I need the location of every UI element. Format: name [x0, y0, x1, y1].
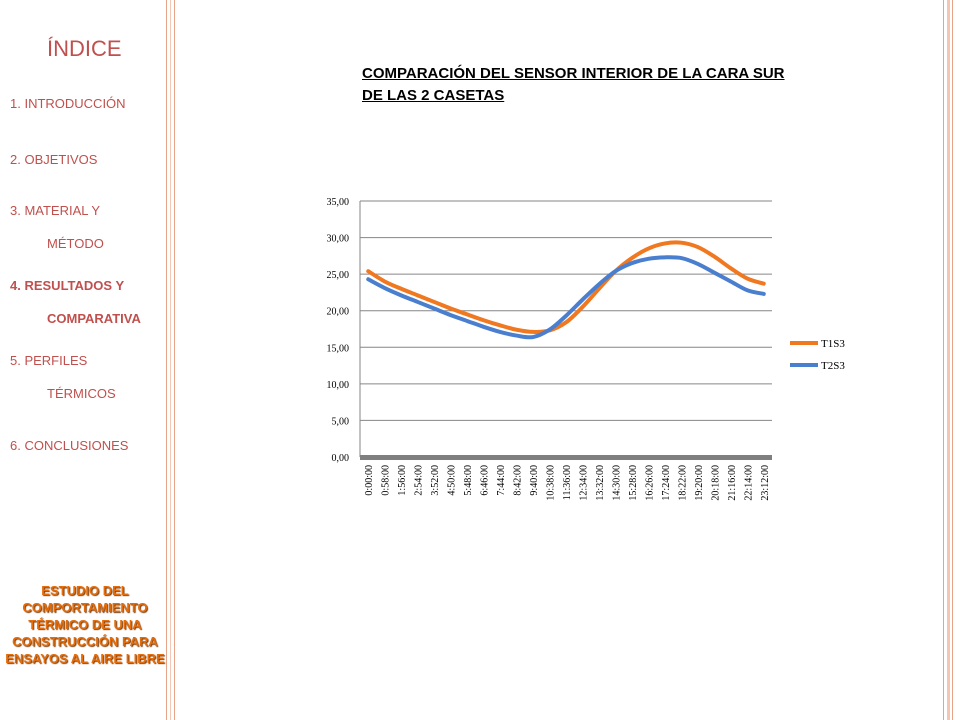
x-tick-label: 10:38:00 — [546, 465, 557, 501]
x-tick-label: 0:00:00 — [364, 465, 375, 496]
legend-label: T2S3 — [821, 360, 845, 372]
x-tick-label: 23:12:00 — [760, 465, 771, 501]
x-tick-label: 5:48:00 — [463, 465, 474, 496]
series-line-t2s3 — [366, 255, 766, 340]
y-tick-label: 15,00 — [327, 343, 350, 354]
sidebar: ÍNDICE 1. INTRODUCCIÓN 2. OBJETIVOS 3. M… — [0, 0, 166, 720]
x-tick-label: 6:46:00 — [480, 465, 491, 496]
nav-item-label-line2: COMPARATIVA — [47, 311, 141, 326]
x-tick-label: 13:32:00 — [595, 465, 606, 501]
x-tick-label: 8:42:00 — [513, 465, 524, 496]
x-tick-label: 22:14:00 — [743, 465, 754, 501]
nav-item-label: 2. OBJETIVOS — [10, 152, 98, 167]
nav-item-introduccion[interactable]: 1. INTRODUCCIÓN — [10, 87, 126, 120]
y-tick-label: 10,00 — [327, 380, 350, 391]
y-tick-label: 0,00 — [332, 453, 350, 464]
y-tick-label: 5,00 — [332, 416, 350, 427]
x-tick-label: 19:20:00 — [694, 465, 705, 501]
divider-line — [947, 0, 950, 720]
index-heading: ÍNDICE — [47, 36, 122, 61]
y-tick-label: 20,00 — [327, 307, 350, 318]
nav-item-label: 6. CONCLUSIONES — [10, 438, 129, 453]
x-tick-label: 20:18:00 — [710, 465, 721, 501]
x-tick-label: 18:22:00 — [677, 465, 688, 501]
x-tick-label: 21:16:00 — [727, 465, 738, 501]
nav-item-conclusiones[interactable]: 6. CONCLUSIONES — [10, 429, 128, 462]
y-tick-label: 30,00 — [327, 234, 350, 245]
nav-item-objetivos[interactable]: 2. OBJETIVOS — [10, 143, 97, 176]
legend-label: T1S3 — [821, 338, 845, 350]
x-tick-label: 12:34:00 — [578, 465, 589, 501]
nav-item-label: 1. INTRODUCCIÓN — [10, 96, 126, 111]
x-tick-label: 17:24:00 — [661, 465, 672, 501]
divider-line — [174, 0, 175, 720]
series-line-t1s3 — [366, 240, 766, 334]
x-tick-label: 14:30:00 — [611, 465, 622, 501]
x-tick-label: 11:36:00 — [562, 465, 573, 500]
nav-item-resultados[interactable]: 4. RESULTADOS Y COMPARATIVA — [10, 269, 141, 335]
nav-item-label: 3. MATERIAL Y — [10, 203, 101, 218]
x-tick-label: 4:50:00 — [447, 465, 458, 496]
x-tick-label: 9:40:00 — [529, 465, 540, 496]
x-tick-label: 7:44:00 — [496, 465, 507, 496]
footer-title: ESTUDIO DEL COMPORTAMIENTO TÉRMICO DE UN… — [5, 583, 165, 666]
y-tick-label: 35,00 — [327, 197, 350, 208]
x-tick-label: 16:26:00 — [644, 465, 655, 501]
slide-title: COMPARACIÓN DEL SENSOR INTERIOR DE LA CA… — [362, 65, 785, 104]
nav-item-perfiles[interactable]: 5. PERFILES TÉRMICOS — [10, 344, 116, 410]
line-chart: 0,00 5,00 10,00 15,00 20,00 25,00 30,00 35,00 0:… — [327, 197, 846, 501]
nav-item-label: 4. RESULTADOS Y — [10, 278, 125, 293]
nav-item-label-line2: TÉRMICOS — [47, 386, 116, 401]
nav-item-label-line2: MÉTODO — [47, 236, 104, 251]
x-axis-band — [360, 455, 772, 460]
x-tick-label: 15:28:00 — [628, 465, 639, 501]
y-tick-label: 25,00 — [327, 270, 350, 281]
divider-line — [170, 0, 171, 720]
divider-line — [166, 0, 167, 720]
x-tick-label: 3:52:00 — [430, 465, 441, 496]
x-tick-label: 2:54:00 — [414, 465, 425, 496]
x-tick-label: 0:58:00 — [381, 465, 392, 496]
nav-item-material-metodo[interactable]: 3. MATERIAL Y MÉTODO — [10, 194, 104, 260]
nav-item-label: 5. PERFILES — [10, 353, 88, 368]
x-tick-label: 1:56:00 — [397, 465, 408, 496]
divider-line — [943, 0, 944, 720]
divider-line — [952, 0, 953, 720]
